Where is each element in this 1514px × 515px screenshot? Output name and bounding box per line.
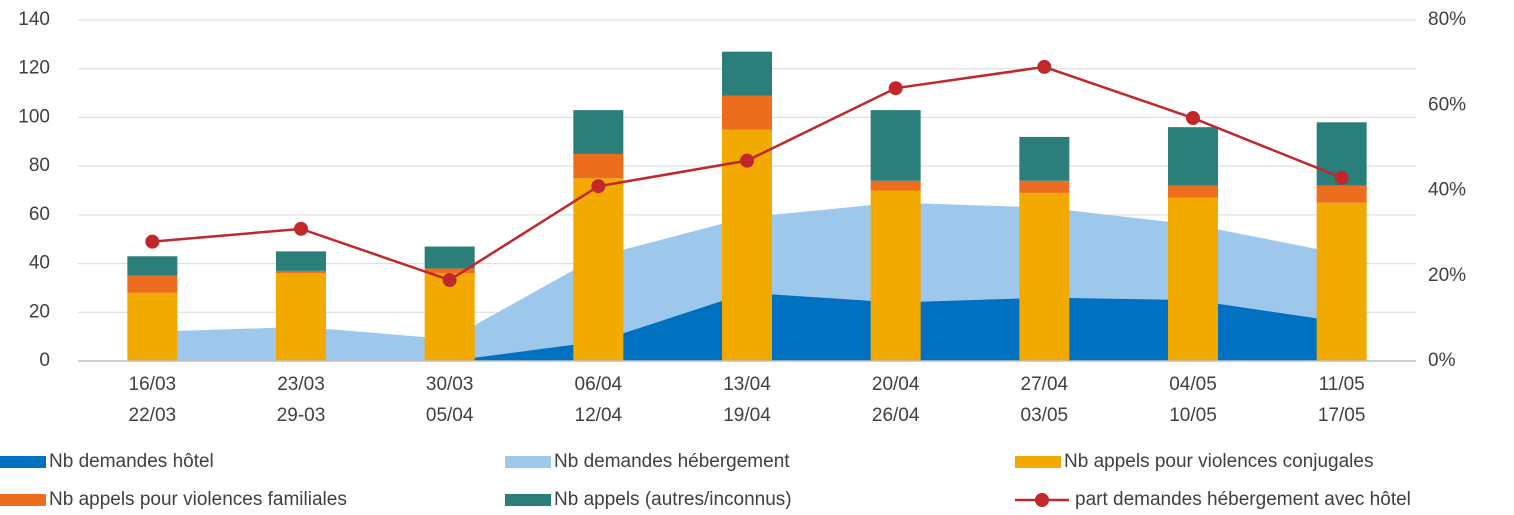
x-tick-label: 06/04 [575,374,623,395]
bar [127,256,178,276]
bar [722,95,772,130]
bar [573,110,624,154]
bar [1019,180,1070,193]
y2-tick-label: 20% [1428,265,1466,286]
bar [424,246,475,269]
x-tick-label: 30/03 [426,374,474,395]
x-tick-label: 13/04 [723,374,771,395]
line-marker [591,179,606,194]
x-tick-label: 11/05 [1319,374,1365,395]
bar [424,268,475,274]
y-tick-label: 100 [18,106,50,127]
legend-label: Nb demandes hôtel [49,451,214,472]
x-tick-label: 10/05 [1169,405,1217,426]
legend-swatch [1015,456,1061,468]
bar [870,190,921,361]
bar [573,178,624,361]
legend-label: Nb appels pour violences conjugales [1064,451,1373,472]
y2-tick-label: 40% [1428,180,1466,201]
x-tick-label: 05/04 [426,405,474,426]
y-tick-label: 120 [18,58,50,79]
x-tick-label: 23/03 [277,374,325,395]
x-tick-label: 03/05 [1021,405,1069,426]
line-marker [1186,111,1200,126]
bar [1316,202,1367,361]
y2-tick-label: 60% [1428,94,1466,115]
legend-label: part demandes hébergement avec hôtel [1075,489,1411,510]
bar [722,129,772,361]
legend-swatch [1035,493,1049,507]
legend-swatch [505,456,551,468]
x-tick-label: 20/04 [872,374,920,395]
bar [276,270,326,274]
x-tick-label: 12/04 [575,405,623,426]
legend-label: Nb appels pour violences familiales [49,489,347,510]
x-tick-label: 26/04 [872,405,920,426]
bar [722,51,772,96]
bar [276,251,326,271]
bar [127,292,178,361]
y-tick-label: 40 [29,253,50,274]
bar [870,110,921,181]
x-tick-label: 22/03 [129,405,177,426]
x-tick-label: 29-03 [277,405,326,426]
x-tick-label: 17/05 [1318,405,1366,426]
legend-label: Nb appels (autres/inconnus) [554,489,792,510]
x-tick-label: 04/05 [1169,374,1217,395]
line-marker [294,221,308,236]
bar [424,273,475,361]
bar [1168,185,1218,198]
y-tick-label: 140 [18,9,50,30]
y-tick-label: 0 [39,350,50,371]
line-marker [442,273,457,288]
line-marker [740,153,754,168]
legend-swatch [505,494,551,506]
line-marker [145,234,160,249]
x-tick-label: 16/03 [129,374,177,395]
y2-tick-label: 80% [1428,9,1466,30]
y2-tick-label: 0% [1428,350,1456,371]
legend-label: Nb demandes hébergement [554,451,790,472]
bar [1168,127,1218,186]
legend-swatch [0,494,46,506]
bar [127,275,178,293]
x-tick-label: 27/04 [1021,374,1069,395]
y-tick-label: 60 [29,204,50,225]
bar [870,180,921,191]
bar [573,153,624,179]
line-marker [888,81,903,96]
line-marker [1037,59,1052,74]
line-marker [1334,170,1349,185]
bar [1168,197,1218,361]
bar [276,273,326,361]
x-tick-label: 19/04 [723,405,771,426]
y-tick-label: 80 [29,155,50,176]
bar [1316,185,1367,203]
legend-swatch [0,456,46,468]
bar [1019,192,1070,361]
bar [1019,136,1070,181]
y-tick-label: 20 [29,301,50,322]
